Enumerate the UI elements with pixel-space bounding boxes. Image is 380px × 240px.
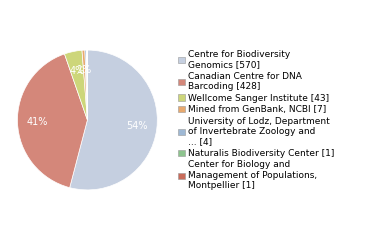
Text: 54%: 54%	[127, 121, 148, 132]
Wedge shape	[65, 50, 87, 120]
Wedge shape	[82, 50, 87, 120]
Wedge shape	[17, 54, 87, 188]
Text: 4%: 4%	[70, 66, 85, 76]
Legend: Centre for Biodiversity
Genomics [570], Canadian Centre for DNA
Barcoding [428],: Centre for Biodiversity Genomics [570], …	[178, 50, 335, 190]
Wedge shape	[70, 50, 157, 190]
Text: 1%: 1%	[77, 65, 92, 75]
Text: 41%: 41%	[26, 117, 48, 127]
Wedge shape	[85, 50, 87, 120]
